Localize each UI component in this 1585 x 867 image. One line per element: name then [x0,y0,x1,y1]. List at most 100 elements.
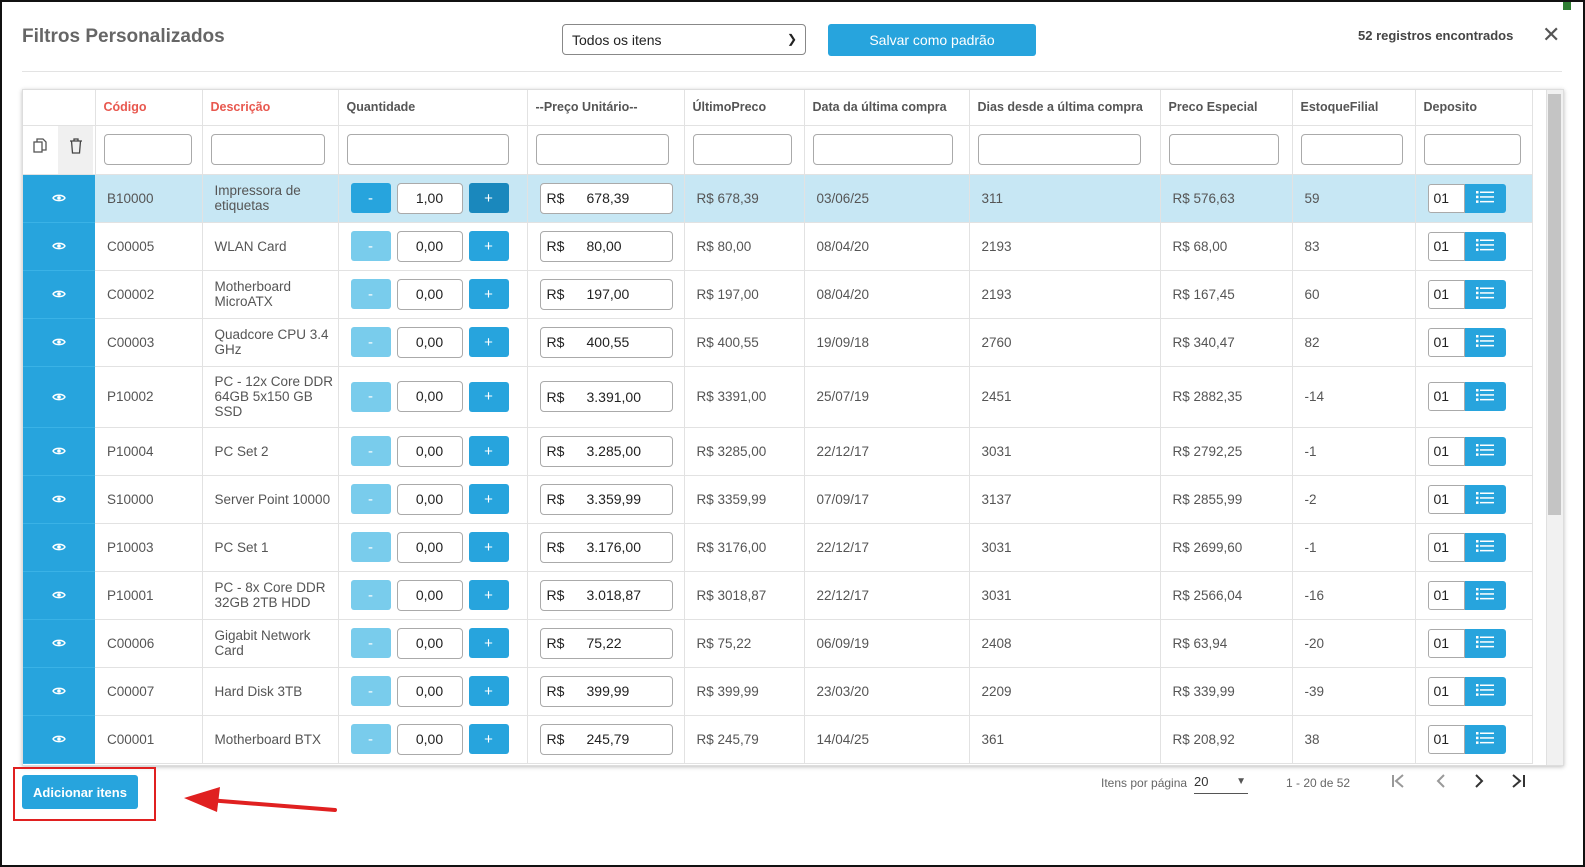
list-icon[interactable] [1464,484,1506,514]
qty-plus-button[interactable]: + [468,724,509,754]
qty-plus-button[interactable]: + [468,279,509,309]
qty-input[interactable]: 0,00 [396,675,463,707]
table-row[interactable]: C00001 Motherboard BTX - 0,00 + R$ 245,7… [23,715,1533,764]
table-row[interactable]: S10000 Server Point 10000 - 0,00 + R$ 3.… [23,475,1533,524]
table-row[interactable]: P10004 PC Set 2 - 0,00 + R$ 3.285,00 R$ … [23,427,1533,476]
copy-icon[interactable] [23,126,58,174]
price-input[interactable]: R$ 197,00 [539,278,673,310]
price-input[interactable]: R$ 400,55 [539,326,673,358]
deposit-input[interactable]: 01 [1427,327,1465,357]
col-data-ultima-compra[interactable]: Data da última compra [804,90,970,126]
table-row[interactable]: P10003 PC Set 1 - 0,00 + R$ 3.176,00 R$ … [23,523,1533,572]
qty-plus-button[interactable]: + [468,381,509,412]
qty-input[interactable]: 0,00 [396,723,463,755]
view-cell[interactable] [23,318,95,367]
qty-input[interactable]: 0,00 [396,531,463,563]
list-icon[interactable] [1464,279,1506,309]
qty-minus-button[interactable]: - [350,484,391,514]
view-cell[interactable] [23,619,95,668]
table-row[interactable]: C00005 WLAN Card - 0,00 + R$ 80,00 R$ 80… [23,222,1533,271]
eye-icon[interactable] [52,193,66,203]
view-cell[interactable] [23,571,95,620]
deposit-input[interactable]: 01 [1427,231,1465,261]
vertical-scrollbar[interactable] [1546,90,1563,765]
qty-input[interactable]: 0,00 [396,435,463,467]
eye-icon[interactable] [52,638,66,648]
view-cell[interactable] [23,475,95,524]
eye-icon[interactable] [52,542,66,552]
price-input[interactable]: R$ 3.359,99 [539,483,673,515]
table-row[interactable]: C00007 Hard Disk 3TB - 0,00 + R$ 399,99 … [23,667,1533,716]
eye-icon[interactable] [52,289,66,299]
list-icon[interactable] [1464,532,1506,562]
qty-input[interactable]: 1,00 [396,182,463,214]
table-row[interactable]: C00006 Gigabit Network Card - 0,00 + R$ … [23,619,1533,668]
list-icon[interactable] [1464,580,1506,610]
list-icon[interactable] [1464,231,1506,261]
qty-minus-button[interactable]: - [350,724,391,754]
qty-plus-button[interactable]: + [468,628,509,658]
table-row[interactable]: P10002 PC - 12x Core DDR 64GB 5x150 GB S… [23,366,1533,428]
items-per-page-select[interactable]: 20 ▼ [1194,774,1248,794]
price-input[interactable]: R$ 245,79 [539,723,673,755]
table-row[interactable]: C00002 Motherboard MicroATX - 0,00 + R$ … [23,270,1533,319]
eye-icon[interactable] [52,734,66,744]
price-input[interactable]: R$ 75,22 [539,627,673,659]
eye-icon[interactable] [52,686,66,696]
col-quantidade[interactable]: Quantidade [338,90,528,126]
qty-plus-button[interactable]: + [468,436,509,466]
filter-ultimo-preco-input[interactable] [692,134,793,165]
table-row[interactable]: C00003 Quadcore CPU 3.4 GHz - 0,00 + R$ … [23,318,1533,367]
eye-icon[interactable] [52,590,66,600]
view-cell[interactable] [23,174,95,223]
qty-input[interactable]: 0,00 [396,381,463,412]
qty-input[interactable]: 0,00 [396,230,463,262]
list-icon[interactable] [1464,724,1506,754]
col-descricao[interactable]: Descrição [202,90,339,126]
qty-minus-button[interactable]: - [350,183,391,213]
close-icon[interactable]: ✕ [1542,22,1561,47]
filter-data-input[interactable] [812,134,953,165]
col-estoque-filial[interactable]: EstoqueFilial [1292,90,1416,126]
col-dias-desde[interactable]: Dias desde a última compra [969,90,1161,126]
list-icon[interactable] [1464,436,1506,466]
qty-plus-button[interactable]: + [468,327,509,357]
trash-icon[interactable] [58,125,93,174]
qty-minus-button[interactable]: - [350,628,391,658]
filter-quantidade-input[interactable] [346,134,509,165]
filter-descricao-input[interactable] [210,134,325,165]
eye-icon[interactable] [52,446,66,456]
list-icon[interactable] [1464,628,1506,658]
first-page-icon[interactable] [1390,772,1408,796]
price-input[interactable]: R$ 3.391,00 [539,381,673,412]
deposit-input[interactable]: 01 [1427,628,1465,658]
qty-plus-button[interactable]: + [468,532,509,562]
price-input[interactable]: R$ 3.018,87 [539,579,673,611]
table-row[interactable]: P10001 PC - 8x Core DDR 32GB 2TB HDD - 0… [23,571,1533,620]
price-input[interactable]: R$ 3.176,00 [539,531,673,563]
last-page-icon[interactable] [1509,772,1527,796]
eye-icon[interactable] [52,337,66,347]
price-input[interactable]: R$ 399,99 [539,675,673,707]
view-cell[interactable] [23,427,95,476]
eye-icon[interactable] [52,392,66,402]
deposit-input[interactable]: 01 [1427,676,1465,706]
table-row[interactable]: B10000 Impressora de etiquetas - 1,00 + … [23,174,1533,223]
prev-page-icon[interactable] [1432,772,1450,796]
list-icon[interactable] [1464,327,1506,357]
view-cell[interactable] [23,222,95,271]
qty-input[interactable]: 0,00 [396,579,463,611]
scrollbar-thumb[interactable] [1548,94,1561,515]
col-codigo[interactable]: Código [95,90,203,126]
qty-minus-button[interactable]: - [350,279,391,309]
qty-plus-button[interactable]: + [468,484,509,514]
view-cell[interactable] [23,366,95,428]
list-icon[interactable] [1464,183,1506,213]
view-cell[interactable] [23,270,95,319]
qty-minus-button[interactable]: - [350,436,391,466]
qty-plus-button[interactable]: + [468,580,509,610]
qty-minus-button[interactable]: - [350,532,391,562]
col-ultimo-preco[interactable]: ÚltimoPreco [684,90,805,126]
filter-select[interactable]: Todos os itens ❯ [562,24,806,55]
list-icon[interactable] [1464,676,1506,706]
